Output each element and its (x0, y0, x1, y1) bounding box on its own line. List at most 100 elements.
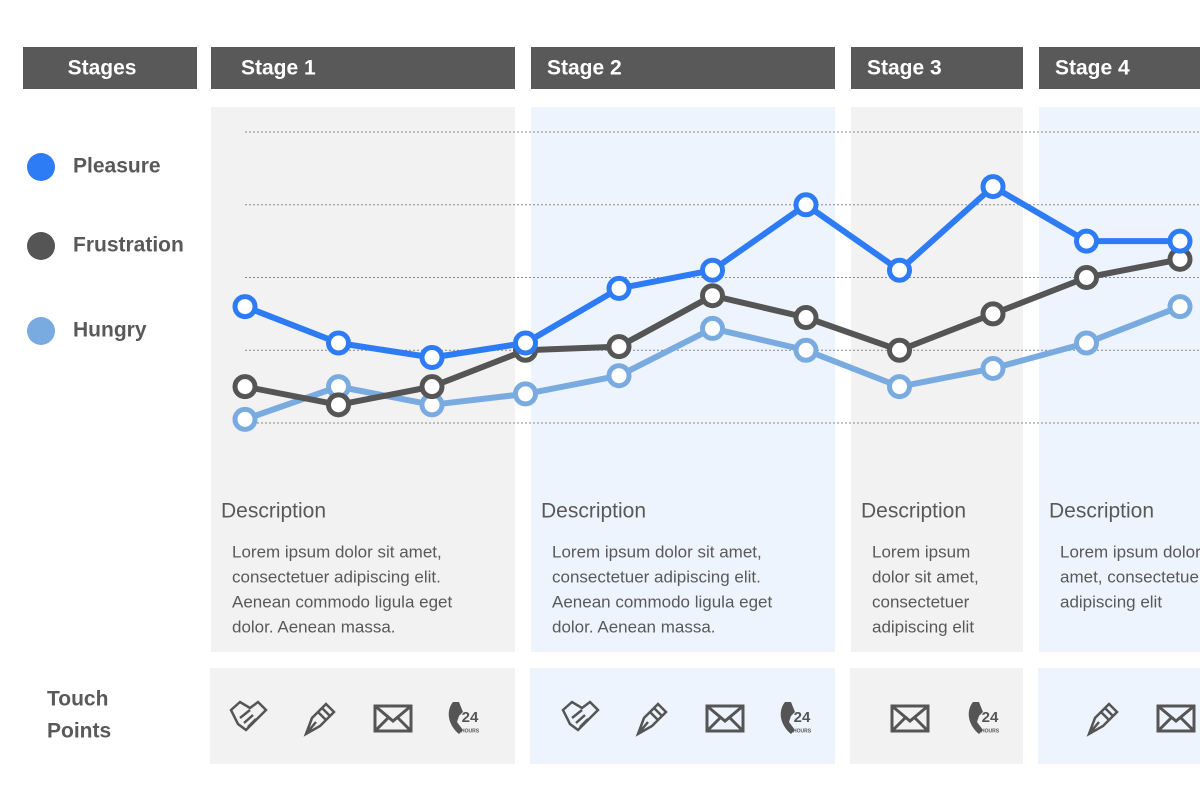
envelope-icon (1156, 704, 1196, 733)
icon-part (890, 704, 930, 733)
lines (232, 174, 1193, 432)
legend-label: Pleasure (73, 155, 161, 178)
description-text: adipiscing elit (872, 617, 974, 636)
point (606, 363, 632, 389)
point (606, 275, 632, 301)
icon-part (968, 702, 983, 734)
description-text: dolor. Aenean massa. (232, 617, 396, 636)
icon-number: 24 (794, 709, 811, 726)
icon-part (239, 709, 257, 728)
pen-icon (1086, 702, 1119, 737)
point (1074, 265, 1099, 290)
point (980, 174, 1006, 200)
description-heading: Description (861, 500, 966, 523)
stage-header (1039, 47, 1200, 89)
description-text: Aenean commodo ligula eget (232, 592, 452, 611)
handshake-icon (561, 700, 600, 732)
description-text: Aenean commodo ligula eget (552, 592, 772, 611)
icon-unit: HOURS (461, 728, 480, 734)
envelope-icon (373, 704, 413, 733)
icon-part (780, 702, 795, 734)
point (887, 337, 912, 363)
stage-panel (531, 107, 835, 652)
icon-part (635, 702, 668, 737)
point (980, 355, 1006, 381)
icon-unit: HOURS (793, 728, 812, 734)
icon-part (303, 702, 336, 737)
point (326, 392, 351, 418)
stage-name: Stage 1 (241, 57, 316, 80)
description-text: adipiscing elit (1060, 592, 1162, 611)
point (513, 381, 538, 407)
icon-part (890, 704, 930, 733)
pen-icon (303, 702, 336, 737)
description-heading: Description (541, 500, 646, 523)
description-heading: Description (1049, 500, 1154, 523)
point (793, 337, 819, 363)
point (419, 374, 445, 400)
stage-name: Stage 2 (547, 57, 622, 80)
description-text: Lorem ipsum dolor sit amet, (552, 542, 762, 561)
stage-header (211, 47, 515, 89)
description-text: consectetuer adipiscing elit. (232, 567, 441, 586)
icon-part (229, 700, 268, 732)
point (1167, 294, 1193, 320)
icon-part (705, 704, 745, 733)
icon-unit: HOURS (981, 728, 1000, 734)
handshake-icon (229, 700, 268, 732)
icon-part (448, 702, 463, 734)
icon-part (1156, 704, 1196, 733)
icon-part (373, 704, 413, 733)
description-text: dolor sit amet, (872, 567, 979, 586)
description-text: consectetuer (872, 592, 970, 611)
point (326, 330, 351, 356)
point (1167, 228, 1193, 254)
description-heading: Description (221, 500, 326, 523)
point (700, 257, 725, 283)
stage-name: Stage 4 (1055, 57, 1130, 80)
pen-icon (635, 702, 668, 737)
stage-panel (211, 107, 515, 652)
stage-header (531, 47, 835, 89)
legend-swatch (27, 232, 55, 260)
icon-part (1086, 702, 1119, 737)
icon-part (705, 704, 745, 733)
icon-part (1156, 704, 1196, 733)
point (419, 345, 445, 371)
legend-label: Hungry (73, 319, 147, 342)
legend-label: Frustration (73, 234, 184, 257)
point (232, 406, 258, 432)
point (513, 330, 538, 356)
foreground: Description Lorem ipsum dolor sit amet, co… (27, 153, 1200, 737)
backgrounds: Stage 1 Stage 2 Stage 3 Stage 4 (210, 47, 1200, 764)
touch-panel (1038, 668, 1200, 764)
stage-panel (1039, 107, 1200, 652)
point (887, 374, 912, 400)
point (232, 374, 258, 400)
legend-swatch (27, 317, 55, 345)
description-text: dolor. Aenean massa. (552, 617, 716, 636)
stage-header (851, 47, 1023, 89)
phone-icon: 24 HOURS (968, 702, 1000, 734)
stage-name: Stage 3 (867, 57, 942, 80)
phone-icon: 24 HOURS (448, 702, 480, 734)
point (1074, 228, 1099, 254)
touch-panel (850, 668, 1023, 764)
legend-swatch (27, 153, 55, 181)
icon-part (571, 709, 589, 728)
point (700, 283, 725, 309)
icon-part (561, 700, 600, 732)
point (793, 305, 819, 331)
stages-header (23, 47, 197, 89)
icon-number: 24 (982, 709, 999, 726)
point (887, 257, 912, 283)
stages-label: Stages (68, 57, 137, 80)
description-text: Lorem ipsum dolor sit (1060, 542, 1200, 561)
description-text: amet, consectetuer (1060, 567, 1200, 586)
description-text: Lorem ipsum (872, 542, 970, 561)
touch-points-label: Touch (47, 688, 108, 711)
point (1074, 330, 1099, 356)
point (793, 192, 819, 218)
point (700, 315, 725, 341)
